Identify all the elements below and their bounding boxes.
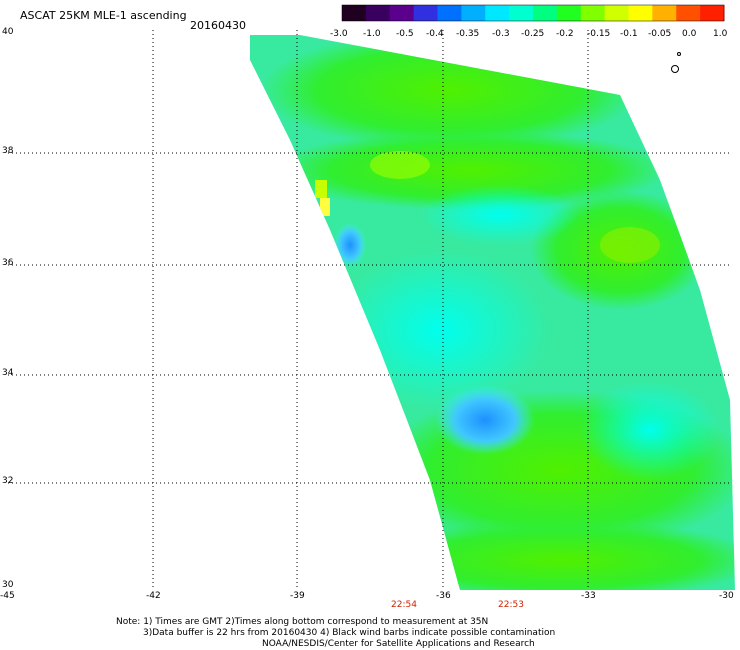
colorbar-label: -0.35 <box>456 29 480 39</box>
colorbar-swatch <box>652 5 677 21</box>
colorbar-label: 1.0 <box>713 29 728 39</box>
map-title: ASCAT 25KM MLE-1 ascending <box>20 9 187 22</box>
colorbar-swatch <box>389 5 415 21</box>
colorbar-swatch <box>342 5 367 21</box>
colorbar-swatch <box>509 5 534 21</box>
lon-label: -45 <box>0 591 15 601</box>
colorbar-swatch <box>604 5 629 21</box>
colorbar-swatch <box>628 5 653 21</box>
colorbar-swatch <box>485 5 510 21</box>
lon-label: -39 <box>290 591 305 601</box>
lon-label: -30 <box>719 591 734 601</box>
colorbar-label: -0.5 <box>396 29 414 39</box>
colorbar-swatch <box>556 5 582 21</box>
pass-time: 22:53 <box>498 600 524 610</box>
lat-label: 38 <box>2 146 14 156</box>
colorbar-label: -0.1 <box>620 29 638 39</box>
colorbar-swatch <box>413 5 438 21</box>
wind-barb-icon <box>671 52 681 73</box>
colorbar-swatch <box>580 5 606 21</box>
colorbar-label: -0.25 <box>521 29 545 39</box>
lat-label: 36 <box>2 258 14 268</box>
lon-label: -36 <box>436 591 451 601</box>
colorbar-border <box>341 4 725 22</box>
note-line-2: 3)Data buffer is 22 hrs from 20160430 4)… <box>143 628 556 638</box>
colorbar-swatch <box>533 5 558 21</box>
colorbar-label: -3.0 <box>330 29 348 39</box>
colorbar-swatch <box>700 5 725 21</box>
lat-label: 32 <box>2 476 14 486</box>
note-line-1: Note: 1) Times are GMT 2)Times along bot… <box>116 617 489 627</box>
colorbar-label: -0.2 <box>556 29 574 39</box>
colorbar-label: 0.0 <box>682 29 697 39</box>
colorbar-label: -0.4 <box>426 29 444 39</box>
colorbar-swatch <box>365 5 391 21</box>
pass-time: 22:54 <box>391 600 417 610</box>
colorbar-swatch <box>676 5 701 21</box>
lat-label: 30 <box>2 580 14 590</box>
lon-label: -33 <box>581 591 596 601</box>
scatterometer-swath <box>250 35 735 590</box>
lon-label: -42 <box>146 591 161 601</box>
colorbar-label: -0.3 <box>492 29 510 39</box>
lat-label: 34 <box>2 368 14 378</box>
colorbar-swatch <box>437 5 462 21</box>
colorbar-label: -0.05 <box>648 29 672 39</box>
graticule <box>8 30 732 590</box>
map-date: 20160430 <box>190 19 246 32</box>
colorbar-swatch <box>461 5 486 21</box>
colorbar-label: -0.15 <box>587 29 611 39</box>
credit-line: NOAA/NESDIS/Center for Satellite Applica… <box>262 639 535 649</box>
lat-label: 40 <box>2 27 14 37</box>
colorbar-label: -1.0 <box>363 29 381 39</box>
colorbar <box>341 4 725 22</box>
